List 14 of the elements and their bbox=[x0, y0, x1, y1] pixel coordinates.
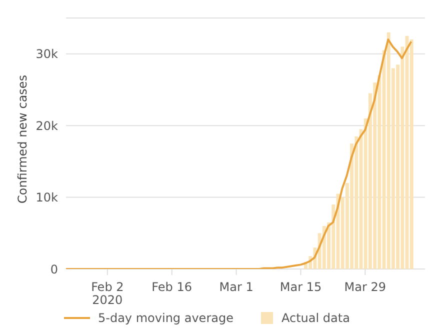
line-series bbox=[66, 38, 412, 269]
x-tick-label: Mar 29 bbox=[344, 280, 386, 294]
bar bbox=[410, 40, 414, 269]
y-tick-label: 0 bbox=[50, 262, 58, 276]
legend-label: Actual data bbox=[280, 311, 350, 325]
y-tick-label: 10k bbox=[36, 190, 58, 205]
x-tick-label: Mar 15 bbox=[280, 280, 322, 294]
x-tick-label: Mar 1 bbox=[219, 280, 254, 294]
y-tick-label: 20k bbox=[36, 118, 58, 133]
x-tick-label: Feb 16 bbox=[152, 280, 192, 294]
x-tick-label: Feb 2 2020 bbox=[91, 280, 124, 307]
legend-label: 5-day moving average bbox=[97, 311, 234, 325]
y-tick-label: 30k bbox=[36, 47, 58, 62]
y-axis-title: Confirmed new cases bbox=[15, 74, 30, 204]
